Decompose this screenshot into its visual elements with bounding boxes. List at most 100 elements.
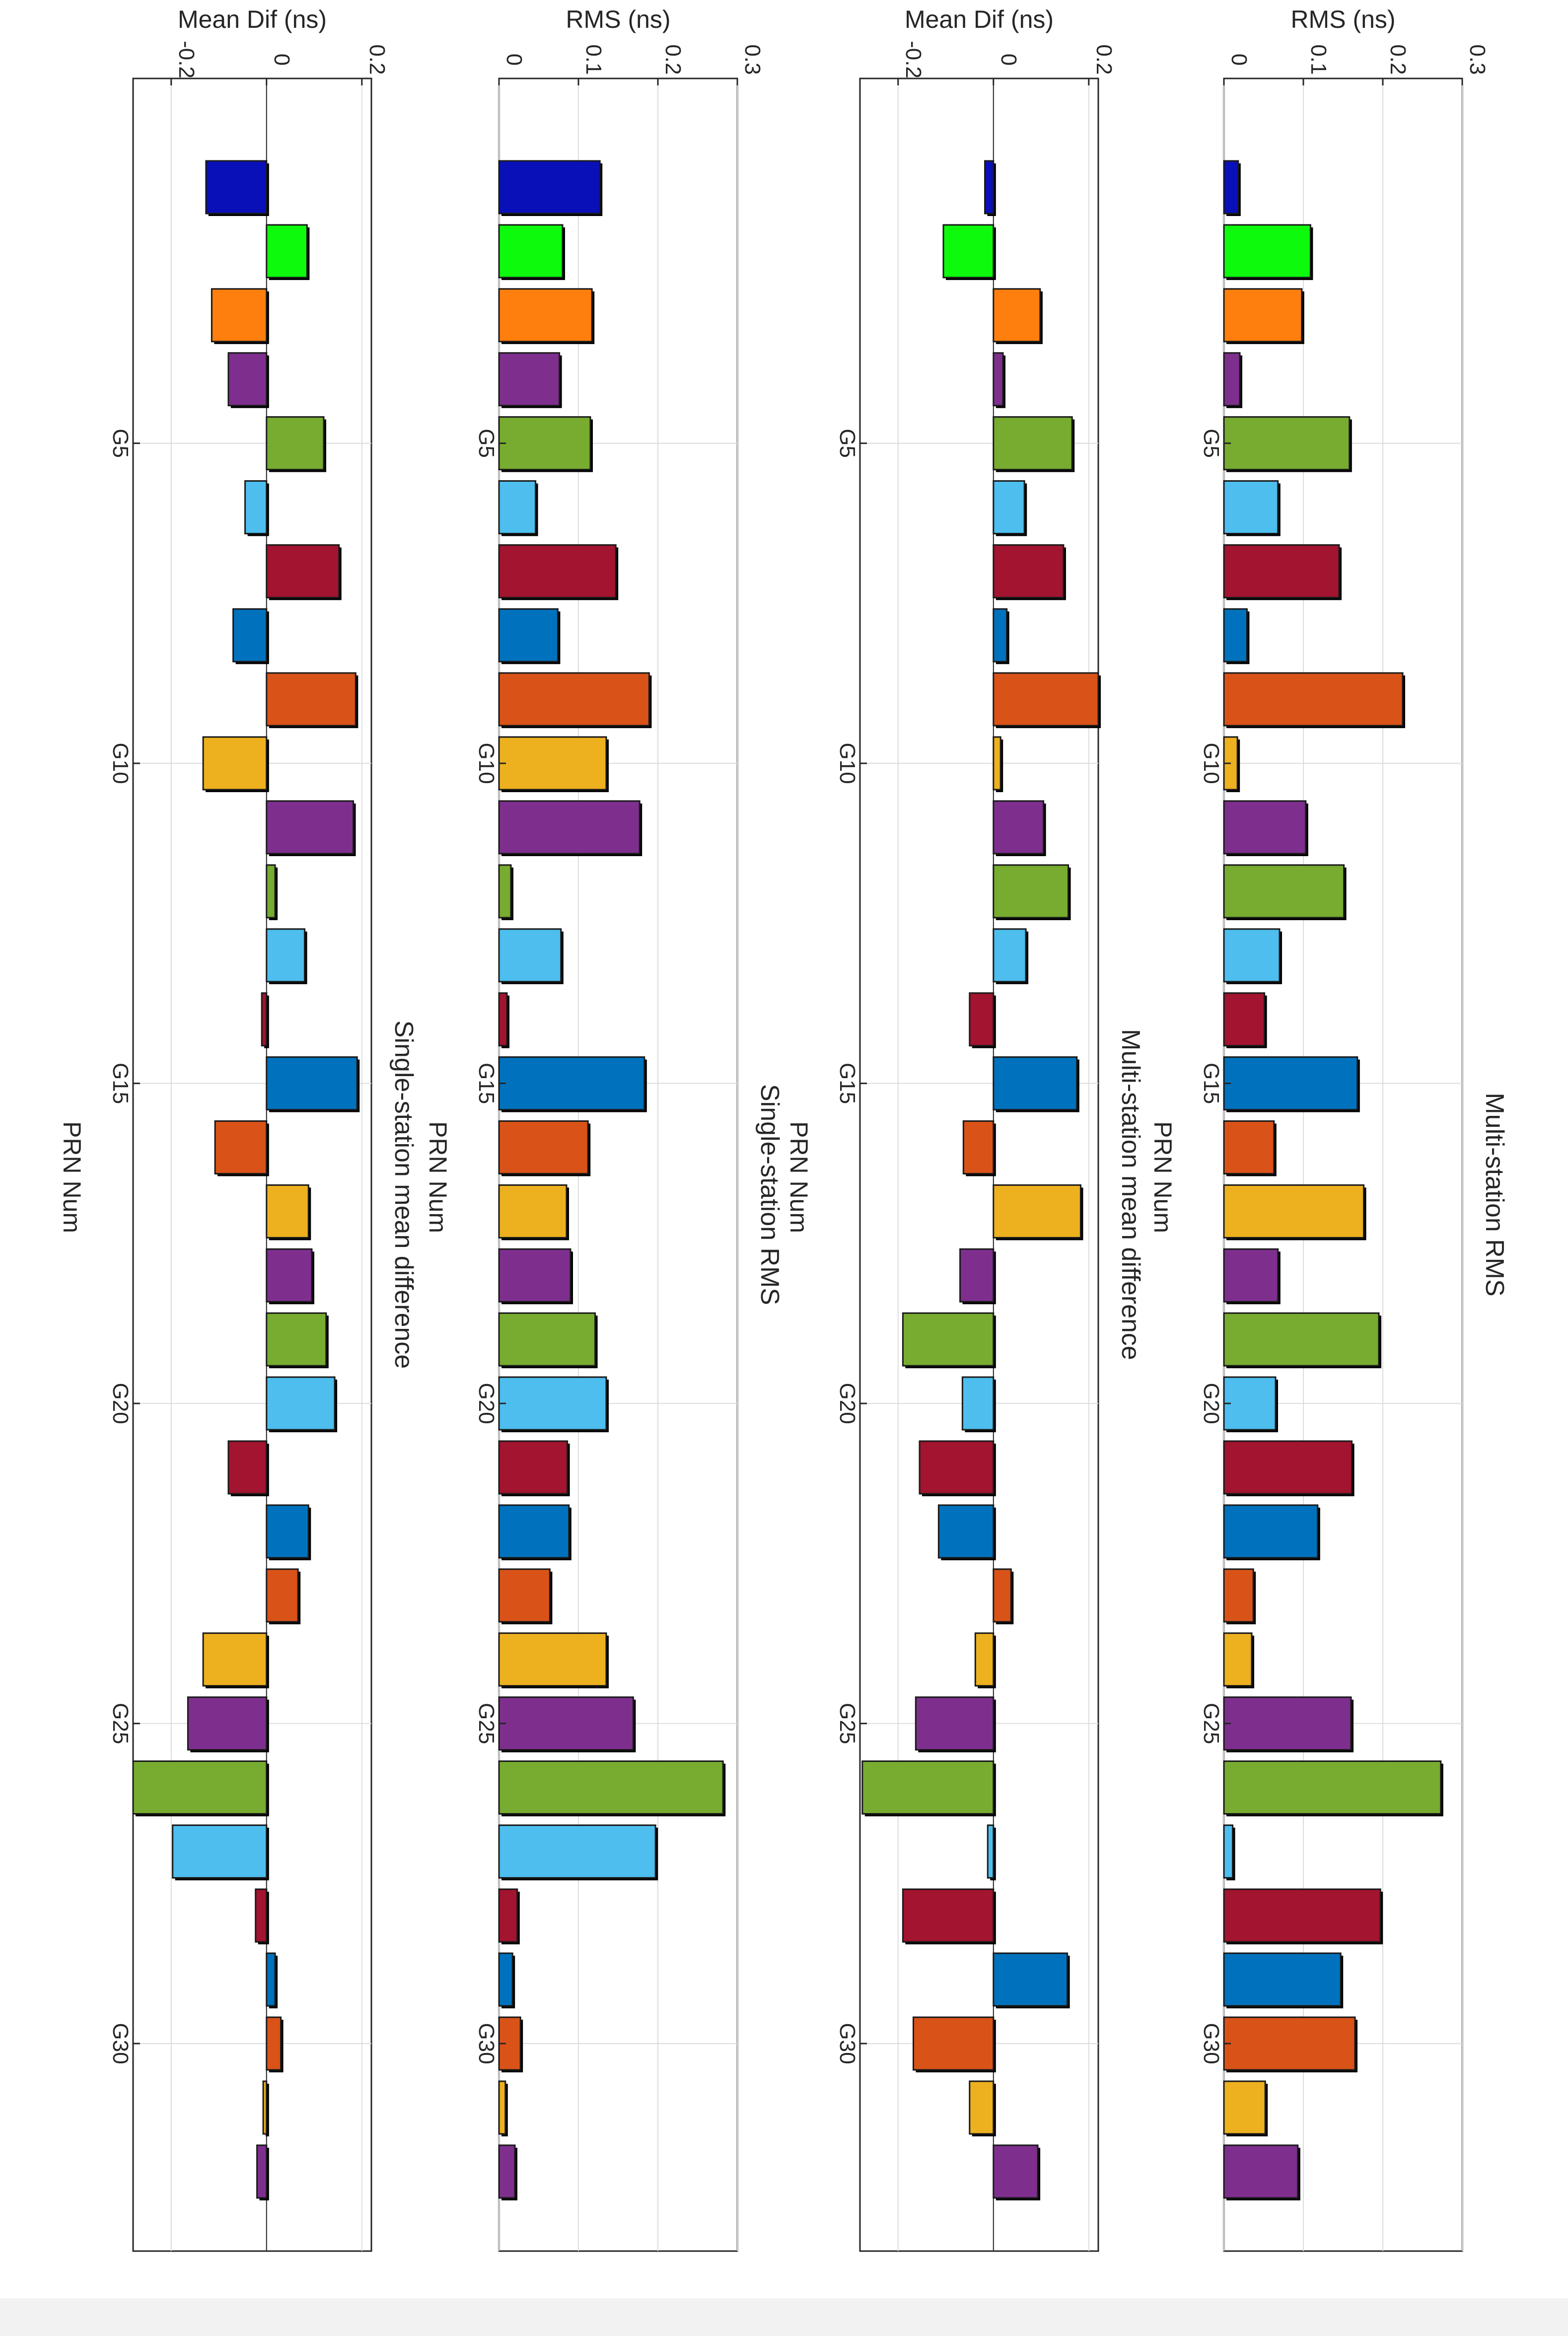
value-axis-label: RMS (ns) bbox=[1290, 5, 1395, 33]
value-tick-label: 0 bbox=[270, 54, 294, 66]
bar-prn-7 bbox=[498, 544, 617, 598]
bar-prn-23 bbox=[1223, 1568, 1254, 1623]
bar-prn-29 bbox=[1223, 1952, 1342, 2007]
bar-prn-17 bbox=[498, 1184, 568, 1239]
bar-prn-5 bbox=[498, 416, 591, 471]
bar-prn-3 bbox=[211, 288, 268, 343]
bar-prn-13 bbox=[993, 928, 1027, 983]
value-tick-label: 0.1 bbox=[1306, 44, 1331, 74]
bar-prn-1 bbox=[984, 160, 995, 215]
category-tick-label: G20 bbox=[108, 1383, 133, 1424]
bar-prn-11 bbox=[498, 800, 641, 855]
bar-prn-20 bbox=[498, 1376, 607, 1431]
bar-prn-29 bbox=[266, 1952, 276, 2007]
bar-prn-8 bbox=[1223, 608, 1248, 662]
bar-prn-17 bbox=[266, 1184, 309, 1239]
bar-prn-11 bbox=[993, 800, 1045, 855]
bar-prn-16 bbox=[962, 1120, 995, 1174]
category-tick-label: G25 bbox=[1199, 1703, 1223, 1744]
bar-prn-2 bbox=[1223, 224, 1311, 279]
bar-prn-5 bbox=[993, 416, 1073, 471]
bar-prn-24 bbox=[202, 1632, 268, 1687]
value-tick-label: 0.2 bbox=[1386, 44, 1410, 74]
value-tick-label: 0 bbox=[1227, 54, 1251, 66]
bar-prn-6 bbox=[1223, 480, 1279, 534]
bar-prn-8 bbox=[498, 608, 559, 662]
bar-prn-17 bbox=[1223, 1184, 1365, 1239]
bar-prn-32 bbox=[256, 2144, 268, 2199]
bar-prn-15 bbox=[1223, 1056, 1358, 1111]
bar-prn-25 bbox=[187, 1696, 268, 1751]
bar-prn-5 bbox=[266, 416, 325, 471]
category-tick-label: G15 bbox=[474, 1063, 499, 1104]
bar-prn-28 bbox=[902, 1888, 995, 1943]
category-tick-label: G5 bbox=[1199, 429, 1223, 458]
bar-prn-30 bbox=[266, 2016, 282, 2071]
bar-prn-12 bbox=[993, 864, 1069, 919]
bar-prn-28 bbox=[1223, 1888, 1381, 1943]
category-tick-label: G20 bbox=[835, 1383, 859, 1424]
value-tick-label: 0.3 bbox=[1465, 44, 1490, 74]
bar-prn-18 bbox=[266, 1248, 313, 1303]
bar-prn-20 bbox=[961, 1376, 995, 1431]
bar-prn-27 bbox=[987, 1824, 995, 1879]
value-tick-label: 0.2 bbox=[661, 44, 685, 74]
value-axis-label: Mean Dif (ns) bbox=[178, 5, 327, 33]
bar-prn-24 bbox=[974, 1632, 995, 1687]
value-tick-label: 0.2 bbox=[1092, 44, 1116, 74]
value-axis-label: RMS (ns) bbox=[566, 5, 670, 33]
bar-prn-23 bbox=[266, 1568, 299, 1623]
category-tick-label: G30 bbox=[474, 2023, 499, 2064]
value-tick-label: -0.2 bbox=[174, 41, 199, 78]
category-tick-label: G30 bbox=[108, 2023, 133, 2064]
bar-prn-21 bbox=[498, 1440, 569, 1495]
bar-prn-4 bbox=[993, 352, 1004, 407]
bar-prn-23 bbox=[993, 1568, 1012, 1623]
value-tick-label: 0 bbox=[997, 54, 1021, 66]
bar-prn-28 bbox=[498, 1888, 518, 1943]
category-tick-label: G10 bbox=[835, 743, 859, 784]
bar-prn-12 bbox=[498, 864, 512, 919]
value-axis-label: Mean Dif (ns) bbox=[905, 5, 1054, 33]
chart-panel-single-station-mean-dif: -0.2 0 0.2 G5 G10 G15 G20 G25 G30 Mean Dif (ns) PR… bbox=[58, 5, 418, 2252]
bar-prn-15 bbox=[993, 1056, 1078, 1111]
bar-prn-16 bbox=[214, 1120, 268, 1174]
bar-prn-14 bbox=[969, 992, 995, 1047]
category-tick-label: G15 bbox=[108, 1063, 133, 1104]
category-axis-label: PRN Num bbox=[785, 1121, 813, 1233]
bar-prn-10 bbox=[498, 736, 607, 791]
category-tick-label: G10 bbox=[108, 743, 133, 784]
bar-prn-4 bbox=[227, 352, 268, 407]
bar-prn-22 bbox=[266, 1504, 309, 1559]
bar-prn-22 bbox=[1223, 1504, 1319, 1559]
category-tick-label: G30 bbox=[835, 2023, 859, 2064]
category-tick-label: G5 bbox=[474, 429, 499, 458]
bar-prn-7 bbox=[993, 544, 1065, 598]
bar-prn-1 bbox=[498, 160, 601, 215]
bar-prn-15 bbox=[266, 1056, 358, 1111]
bar-prn-3 bbox=[1223, 288, 1303, 343]
bar-prn-11 bbox=[266, 800, 355, 855]
bar-prn-16 bbox=[498, 1120, 589, 1174]
charts-layer: 0 0.1 0.2 0.3 G5 G10 G15 G20 G25 G30 RMS (ns) PRN N… bbox=[58, 5, 1509, 2252]
bar-shadow bbox=[266, 2084, 269, 2136]
category-tick-label: G25 bbox=[835, 1703, 859, 1744]
bar-prn-14 bbox=[261, 992, 268, 1047]
category-tick-label: G15 bbox=[1199, 1063, 1223, 1104]
bar-prn-19 bbox=[902, 1312, 995, 1367]
bar-prn-5 bbox=[1223, 416, 1351, 471]
category-tick-label: G5 bbox=[108, 429, 133, 458]
bar-prn-26 bbox=[1223, 1760, 1442, 1815]
chart-panel-multi-station-mean-dif: -0.2 0 0.2 G5 G10 G15 G20 G25 G30 Mean Dif (ns) PR… bbox=[785, 5, 1145, 2252]
bar-prn-32 bbox=[1223, 2144, 1299, 2199]
bar-prn-9 bbox=[993, 672, 1099, 727]
bar-prn-8 bbox=[993, 608, 1008, 662]
bar-prn-6 bbox=[993, 480, 1025, 534]
bar-prn-32 bbox=[993, 2144, 1039, 2199]
bar-prn-27 bbox=[498, 1824, 656, 1879]
bar-prn-10 bbox=[202, 736, 268, 791]
bar-prn-7 bbox=[1223, 544, 1340, 598]
bar-prn-9 bbox=[1223, 672, 1404, 727]
bar-prn-18 bbox=[1223, 1248, 1279, 1303]
